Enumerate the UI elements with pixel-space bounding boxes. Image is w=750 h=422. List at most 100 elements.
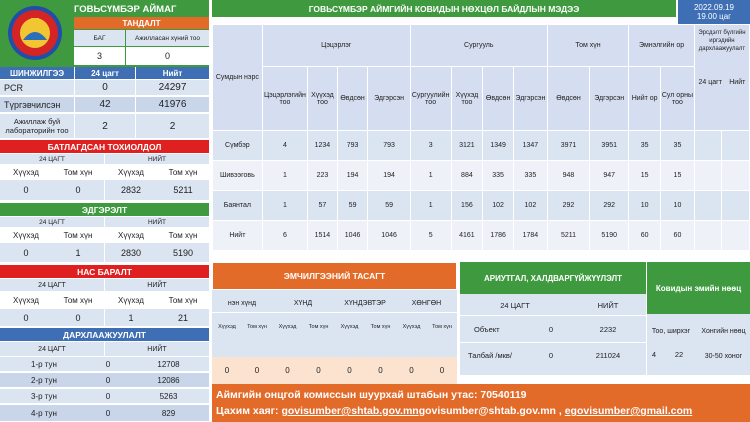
tests-pcr-total: 24297 [136, 80, 209, 96]
cell: 59 [336, 190, 369, 221]
recovered-htotal: НИЙТ [105, 217, 209, 227]
tandalt-title: ТАНДАЛТ [74, 17, 209, 29]
emblem-icon [6, 4, 64, 62]
disinfect-label-area: Талбай /мкв/ [468, 350, 512, 360]
disinfect-h24: 24 ЦАГТ [500, 300, 530, 310]
meds-col1: Тоо, ширхэг [651, 327, 691, 335]
main-h-vacc-total: Нийт [729, 79, 746, 86]
cell [693, 130, 723, 161]
confirmed-c3: Хүүхэд [118, 167, 144, 177]
footer-email-2: govisumber@shtab.gov.mn [418, 405, 556, 417]
confirmed-c2: Том хүн [63, 167, 93, 177]
deaths-v3: 1 [105, 309, 157, 326]
cell: 1046 [336, 220, 369, 251]
cell: 793 [367, 130, 411, 161]
cell: 884 [450, 160, 484, 191]
immunity-dose4-total: 829 [128, 405, 209, 421]
table-row: Сүмбэр 4 1234 793 793 3 3121 1349 1347 3… [212, 130, 750, 161]
immunity-dose2-24: 0 [88, 373, 128, 388]
table-row: Шивээговь 1 223 194 194 1 884 335 335 94… [212, 160, 750, 191]
cell: 335 [512, 160, 548, 191]
ward-val-5: 0 [378, 365, 383, 375]
main-h-soum: Сумдын нэрс [212, 24, 263, 131]
ward-val-6: 0 [409, 365, 414, 375]
tests-label-labs: Ажиллаж буй лабораторийн тоо [0, 114, 74, 138]
cell: 194 [367, 160, 411, 191]
cell: 6 [261, 220, 309, 251]
row-name: Сүмбэр [212, 130, 263, 161]
cell: 1514 [307, 220, 338, 251]
disinfect-area-total: 211024 [595, 350, 621, 360]
footer-email-line: Цахим хаяг: govisumber@shtab.gov.mngovis… [216, 403, 746, 419]
recovered-v3: 2830 [105, 243, 157, 262]
ward-group-0: нэн хүнд [227, 299, 257, 307]
disinfect-object-total: 2232 [599, 324, 617, 334]
main-h-beds: Эмнэлгийн ор [628, 24, 695, 67]
cell: 5190 [589, 220, 630, 251]
footer-email-link-1[interactable]: govisumber@shtab.gov.mn [281, 405, 419, 417]
tandalt-val2: 0 [126, 47, 209, 65]
deaths-v2: 0 [52, 309, 104, 326]
cell: 1 [409, 190, 452, 221]
main-sub-4: Сургуулийн тоо [409, 66, 452, 131]
meds-title: Ковидын эмийн нөөц [647, 262, 750, 314]
cell: 292 [546, 190, 591, 221]
deaths-c4: Том хүн [168, 295, 198, 305]
cell: 35 [660, 130, 695, 161]
cell: 4 [261, 130, 309, 161]
main-date: 2022.09.19 [693, 3, 735, 12]
confirmed-v2: 0 [52, 180, 104, 200]
deaths-c2: Том хүн [63, 295, 93, 305]
meds-col2: Хонгийн нөөц [701, 327, 746, 335]
recovered-c2: Том хүн [63, 230, 93, 240]
disinfect-label-object: Объект [474, 324, 500, 334]
footer: Аймгийн онцгой комиссын шуурхай штабын у… [212, 384, 750, 422]
confirmed-c4: Том хүн [168, 167, 198, 177]
tandalt-col1: БАГ [74, 30, 125, 46]
recovered-c4: Том хүн [168, 230, 198, 240]
cell [693, 160, 723, 191]
recovered-c1: Хүүхэд [13, 230, 39, 240]
ward-val-4: 0 [347, 365, 352, 375]
immunity-dose4-24: 0 [88, 405, 128, 421]
meds-panel: Ковидын эмийн нөөц Тоо, ширхэг Хонгийн н… [647, 262, 750, 375]
recovered-h24: 24 ЦАГТ [0, 217, 104, 227]
main-sub-9: Эдгэрсэн [589, 66, 630, 131]
recovered-v1: 0 [0, 243, 52, 262]
confirmed-panel: БАТЛАГДСАН ТОХИОЛДОЛ 24 ЦАГТ НИЙТ Хүүхэд… [0, 140, 209, 202]
main-sub-8: Өвдсөн [546, 66, 591, 131]
region-header: ГОВЬСҮМБЭР АЙМАГ ТАНДАЛТ БАГ Ажилласан х… [0, 0, 209, 67]
deaths-c3: Хүүхэд [118, 295, 144, 305]
cell [693, 220, 723, 251]
deaths-htotal: НИЙТ [105, 279, 209, 291]
cell: 1347 [512, 130, 548, 161]
cell: 3 [409, 130, 452, 161]
cell: 947 [589, 160, 630, 191]
cell: 1786 [482, 220, 514, 251]
row-name: Баянтал [212, 190, 263, 221]
main-sub-11: Сул орны тоо [660, 66, 695, 131]
meds-v1: 4 [651, 349, 657, 359]
cell: 1046 [367, 220, 411, 251]
ward-panel: ЭМЧИЛГЭЭНИЙ ТАСАГТ нэн хүнд ХҮНД ХҮНДЭВТ… [212, 262, 457, 384]
cell: 793 [336, 130, 369, 161]
footer-email-link-3[interactable]: egovisumber@gmail.com [564, 405, 693, 417]
deaths-v1: 0 [0, 309, 52, 326]
recovered-v2: 1 [52, 243, 104, 262]
main-h-adult: Том хүн [546, 24, 630, 67]
main-sub-2: Өвдсөн [336, 66, 369, 131]
cell: 1 [261, 160, 309, 191]
tests-title: ШИНЖИЛГЭЭ [0, 67, 74, 79]
deaths-v4: 21 [157, 309, 209, 326]
tests-panel: ШИНЖИЛГЭЭ 24 цагт Нийт PCR 0 24297 Түргэ… [0, 67, 209, 140]
immunity-panel: ДАРХЛААЖУУЛАЛТ 24 ЦАГТ НИЙТ 1-р тун 0 12… [0, 328, 209, 422]
cell: 1 [261, 190, 309, 221]
disinfect-area-24: 0 [548, 350, 554, 360]
main-table: Сумдын нэрс Цэцэрлэг Сургууль Том хүн Эм… [212, 24, 750, 251]
main-sub-10: Нийт ор [628, 66, 662, 131]
confirmed-v3: 2832 [105, 180, 157, 200]
cell: 194 [336, 160, 369, 191]
ward-sub-7: Том хүн [432, 324, 452, 330]
confirmed-h24: 24 ЦАГТ [0, 154, 104, 164]
ward-group-2: ХҮНДЭВТЭР [344, 299, 386, 307]
